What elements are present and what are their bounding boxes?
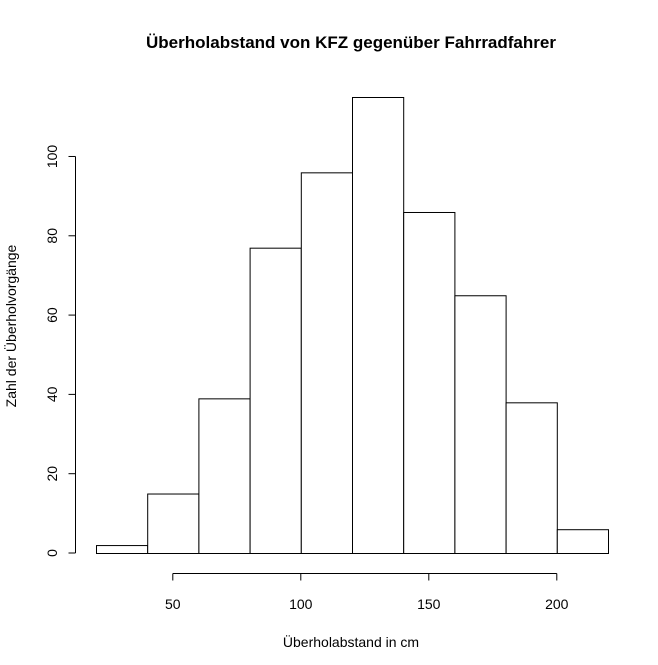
x-axis: 50 100 150 200 <box>165 573 569 612</box>
histogram-bar-4 <box>300 172 353 554</box>
y-tick-label-3: 60 <box>44 307 60 323</box>
histogram-bar-5 <box>352 97 405 554</box>
y-tick-label-0: 0 <box>44 549 60 557</box>
y-axis: 0 20 40 60 80 100 <box>44 145 76 557</box>
y-tick-label-4: 80 <box>44 228 60 244</box>
bars-group <box>96 97 609 555</box>
x-tick-label-0: 50 <box>165 596 181 612</box>
x-axis-label: Überholabstand in cm <box>283 633 419 650</box>
x-tick-label-2: 150 <box>417 596 441 612</box>
histogram-bar-2 <box>198 398 251 555</box>
y-tick-label-1: 20 <box>44 466 60 482</box>
histogram-bar-9 <box>556 529 609 554</box>
x-tick-label-3: 200 <box>545 596 569 612</box>
histogram-bar-7 <box>454 295 507 554</box>
histogram-bar-0 <box>96 545 149 555</box>
y-tick-label-5: 100 <box>44 145 60 169</box>
chart-title: Überholabstand von KFZ gegenüber Fahrrad… <box>146 33 556 52</box>
histogram-bar-8 <box>505 402 558 554</box>
x-tick-label-1: 100 <box>289 596 313 612</box>
histogram-bar-6 <box>403 211 456 554</box>
y-tick-label-2: 40 <box>44 386 60 402</box>
y-axis-label: Zahl der Überholvorgänge <box>2 244 19 407</box>
histogram-bar-3 <box>249 247 302 554</box>
histogram-bar-1 <box>147 493 200 554</box>
